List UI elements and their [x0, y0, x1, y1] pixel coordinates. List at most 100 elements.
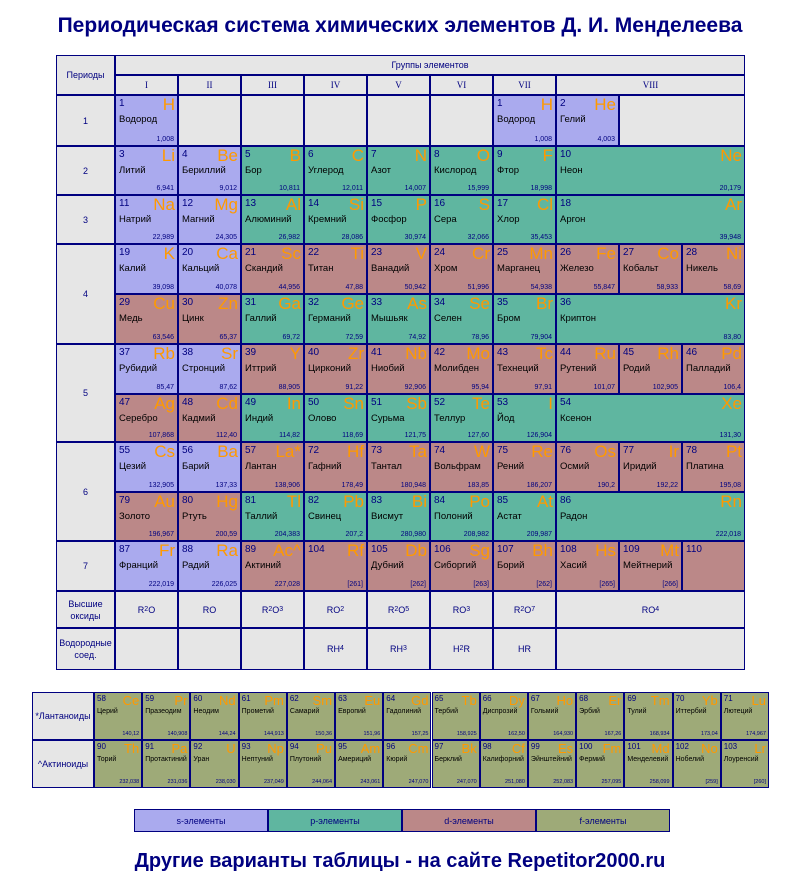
element-cell: 8 O Кислород 15,999	[430, 146, 493, 195]
atomic-mass: 222,018	[715, 531, 741, 538]
element-name: Тантал	[371, 461, 402, 472]
group-header-1: I	[115, 75, 178, 95]
atomic-mass: 158,925	[456, 731, 477, 737]
atomic-number: 66	[482, 694, 492, 703]
element-cell: 15 P Фосфор 30,974	[367, 195, 430, 244]
element-cell: 60 Nd Неодим 144,24	[190, 692, 239, 740]
element-symbol: Gd	[411, 693, 429, 708]
atomic-mass: 39,098	[152, 284, 174, 291]
element-name: Йод	[497, 413, 515, 424]
atomic-number: 24	[434, 247, 446, 258]
atomic-number: 67	[530, 694, 540, 703]
element-cell: 108 Hs Хасий [265]	[556, 541, 619, 591]
element-name: Кремний	[308, 214, 347, 225]
element-name: Мышьяк	[371, 313, 408, 324]
element-symbol: Bk	[461, 741, 477, 756]
element-symbol: Pa	[171, 741, 188, 756]
group-header-5: V	[367, 75, 430, 95]
element-symbol: Db	[405, 541, 427, 560]
atomic-number: 44	[560, 347, 572, 358]
atomic-number: 1	[497, 98, 503, 109]
atomic-number: 31	[245, 297, 257, 308]
atomic-number: 59	[145, 694, 155, 703]
atomic-number: 77	[623, 445, 635, 456]
atomic-mass: 4,003	[597, 136, 615, 143]
atomic-number: 8	[434, 149, 440, 160]
element-cell: 5 B Бор 10,811	[241, 146, 304, 195]
element-cell: 28 Ni Никель 58,69	[682, 244, 745, 294]
element-symbol: Mn	[529, 244, 553, 263]
atomic-number: 56	[182, 445, 194, 456]
element-symbol: Si	[348, 195, 364, 214]
atomic-mass: 244,064	[312, 779, 333, 785]
element-name: Менделевий	[627, 756, 669, 763]
atomic-number: 52	[434, 397, 446, 408]
element-symbol: Te	[472, 394, 490, 413]
element-symbol: P	[415, 195, 427, 214]
element-name: Борий	[497, 560, 525, 571]
element-name: Протактиний	[145, 756, 187, 763]
atomic-number: 90	[97, 742, 106, 751]
element-name: Кальций	[182, 263, 220, 274]
legend-s-elements: s-элементы	[134, 809, 268, 832]
element-name: Лютеций	[723, 708, 753, 715]
element-cell: 74 W Вольфрам 183,85	[430, 442, 493, 492]
element-symbol: Ca	[216, 244, 238, 263]
element-cell: 2 He Гелий 4,003	[556, 95, 619, 146]
atomic-number: 95	[338, 742, 347, 751]
element-name: Уран	[193, 756, 210, 763]
element-cell: 18 Ar Аргон 39,948	[556, 195, 745, 244]
atomic-number: 11	[119, 198, 130, 209]
element-name: Фосфор	[371, 214, 407, 225]
element-name: Лантан	[245, 461, 277, 472]
element-symbol: Ar	[725, 195, 742, 214]
element-cell: 24 Cr Хром 51,996	[430, 244, 493, 294]
element-cell: 19 K Калий 39,098	[115, 244, 178, 294]
element-cell: 33 As Мышьяк 74,92	[367, 294, 430, 344]
element-symbol: Mg	[214, 195, 238, 214]
element-cell: 66 Dy Диспрозий 162,50	[479, 692, 528, 740]
element-name: Серебро	[119, 413, 158, 424]
element-cell: 73 Ta Тантал 180,948	[367, 442, 430, 492]
element-name: Кадмий	[182, 413, 216, 424]
element-symbol: Ta	[409, 442, 427, 461]
atomic-number: 9	[497, 149, 503, 160]
element-name: Бор	[245, 165, 262, 176]
element-name: Висмут	[371, 511, 404, 522]
element-symbol: Ru	[594, 344, 616, 363]
element-cell: 51 Sb Сурьма 121,75	[367, 394, 430, 442]
element-cell: 94 Pu Плутоний 244,064	[286, 740, 336, 788]
element-name: Дубний	[371, 560, 404, 571]
legend-d-elements: d-элементы	[402, 809, 536, 832]
element-symbol: Sm	[312, 693, 333, 708]
element-name: Барий	[182, 461, 210, 472]
atomic-mass: 190,2	[597, 482, 615, 489]
atomic-mass: 26,982	[278, 234, 300, 241]
atomic-mass: 114,82	[279, 432, 300, 439]
hydride-formula: HR	[493, 628, 556, 670]
element-name: Рений	[497, 461, 525, 472]
element-name: Гольмий	[530, 708, 559, 715]
atomic-mass: 192,22	[656, 482, 678, 489]
empty-cell	[178, 95, 241, 146]
element-symbol: Hf	[347, 442, 364, 461]
element-symbol: Ga	[278, 294, 301, 313]
element-name: Астат	[497, 511, 522, 522]
atomic-mass: 121,75	[404, 432, 426, 439]
element-name: Ванадий	[371, 263, 410, 274]
atomic-mass: 164,930	[553, 731, 574, 737]
atomic-number: 92	[193, 742, 203, 751]
atomic-number: 86	[560, 495, 572, 506]
element-symbol: Rn	[720, 492, 742, 511]
element-name: Рубидий	[119, 363, 158, 374]
element-cell: 35 Br Бром 79,904	[493, 294, 556, 344]
element-cell: 58 Ce Церий 140,12	[94, 692, 143, 740]
atomic-mass: 83,80	[723, 334, 741, 341]
footer-link-text[interactable]: Другие варианты таблицы - на сайте Repet…	[134, 850, 666, 872]
element-cell: 54 Xe Ксенон 131,30	[556, 394, 745, 442]
element-symbol: Ra	[216, 541, 238, 560]
atomic-mass: 207,2	[345, 531, 363, 538]
atomic-number: 3	[119, 149, 125, 160]
element-symbol: B	[289, 146, 301, 165]
element-cell: 77 Ir Иридий 192,22	[619, 442, 682, 492]
